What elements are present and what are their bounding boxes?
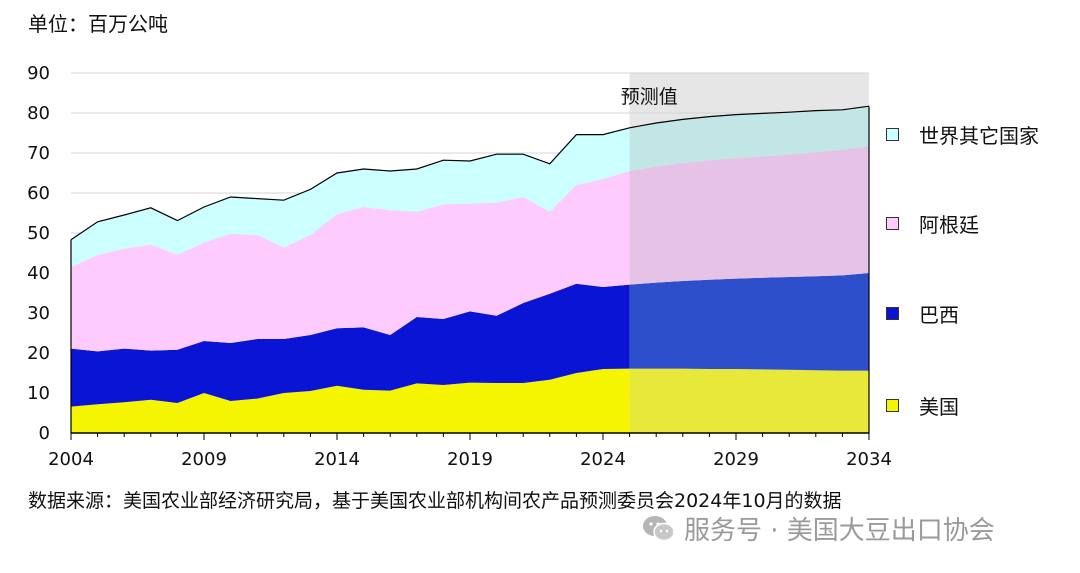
x-tick-label-2004: 2004 — [48, 449, 94, 470]
x-tick-label-2029: 2029 — [713, 449, 759, 470]
y-tick-label-20: 20 — [27, 343, 50, 364]
y-tick-label-60: 60 — [27, 183, 50, 204]
area-world-historical — [71, 127, 630, 267]
y-tick-label-30: 30 — [27, 303, 50, 324]
y-tick-label-90: 90 — [27, 63, 50, 84]
legend-item-usa: 美国 — [886, 391, 959, 420]
area-world-projection — [629, 106, 869, 171]
area-brazil-projection — [629, 273, 869, 371]
source-note: 数据来源：美国农业部经济研究局，基于美国农业部机构间农产品预测委员会2024年1… — [28, 490, 842, 512]
area-usa-historical — [71, 368, 630, 433]
legend-item-brazil: 巴西 — [886, 299, 959, 328]
area-brazil-historical — [71, 283, 630, 407]
y-tick-label-40: 40 — [27, 263, 50, 284]
legend-label-usa: 美国 — [919, 395, 959, 419]
legend-label-world: 世界其它国家 — [919, 124, 1039, 148]
watermark: 服务号 · 美国大豆出口协会 — [642, 510, 995, 547]
x-tick-label-2019: 2019 — [447, 449, 493, 470]
legend-item-world: 世界其它国家 — [886, 120, 1039, 149]
legend-swatch-world — [886, 128, 899, 141]
projection-label: 预测值 — [621, 86, 678, 108]
wechat-icon — [643, 515, 675, 541]
unit-label: 单位：百万公吨 — [28, 12, 168, 36]
y-tick-label-10: 10 — [27, 383, 50, 404]
y-tick-label-0: 0 — [39, 423, 50, 444]
x-tick-label-2024: 2024 — [580, 449, 626, 470]
y-tick-label-50: 50 — [27, 223, 50, 244]
x-tick-label-2009: 2009 — [181, 449, 227, 470]
legend-swatch-brazil — [886, 307, 899, 320]
x-tick-label-2034: 2034 — [846, 449, 892, 470]
y-tick-label-80: 80 — [27, 103, 50, 124]
total-outline — [70, 105, 870, 241]
legend-swatch-argentina — [886, 217, 899, 230]
y-tick-label-70: 70 — [27, 143, 50, 164]
legend-label-argentina: 阿根廷 — [919, 213, 979, 237]
watermark-text: 服务号 · 美国大豆出口协会 — [684, 516, 995, 546]
area-argentina-projection — [629, 146, 869, 285]
legend-label-brazil: 巴西 — [919, 303, 959, 327]
legend-item-argentina: 阿根廷 — [886, 209, 979, 238]
x-tick-label-2014: 2014 — [314, 449, 360, 470]
legend-swatch-usa — [886, 399, 899, 412]
area-argentina-historical — [71, 171, 630, 352]
area-usa-projection — [629, 368, 869, 433]
